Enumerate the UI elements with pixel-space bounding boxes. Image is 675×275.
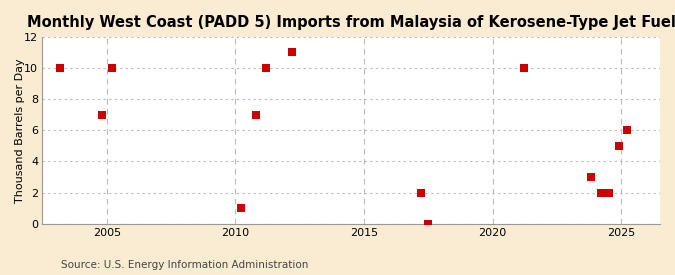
- Point: [287, 50, 298, 54]
- Point: [614, 144, 624, 148]
- Point: [235, 206, 246, 210]
- Title: Monthly West Coast (PADD 5) Imports from Malaysia of Kerosene-Type Jet Fuel: Monthly West Coast (PADD 5) Imports from…: [27, 15, 675, 30]
- Y-axis label: Thousand Barrels per Day: Thousand Barrels per Day: [15, 58, 25, 203]
- Point: [415, 191, 426, 195]
- Point: [423, 222, 434, 226]
- Point: [585, 175, 596, 179]
- Point: [621, 128, 632, 133]
- Text: Source: U.S. Energy Information Administration: Source: U.S. Energy Information Administ…: [61, 260, 308, 270]
- Point: [97, 112, 107, 117]
- Point: [518, 66, 529, 70]
- Point: [595, 191, 606, 195]
- Point: [107, 66, 117, 70]
- Point: [55, 66, 66, 70]
- Point: [261, 66, 272, 70]
- Point: [250, 112, 261, 117]
- Point: [603, 191, 614, 195]
